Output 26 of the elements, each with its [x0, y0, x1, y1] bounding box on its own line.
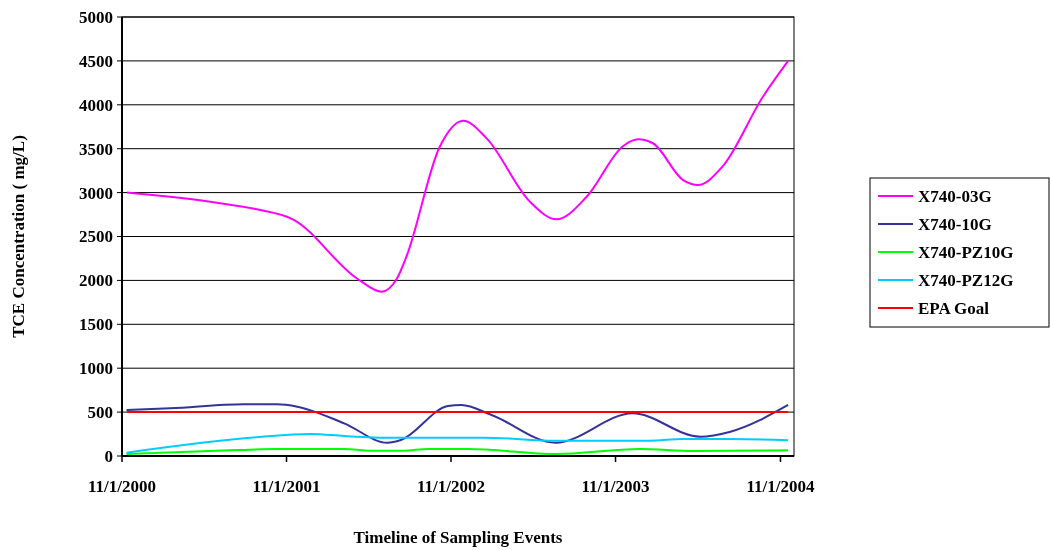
y-axis-title: TCE Concentration ( mg/L)	[9, 135, 28, 338]
x-tick-label: 11/1/2003	[581, 477, 650, 496]
y-tick-label: 3500	[79, 139, 113, 159]
y-tick-label: 5000	[79, 7, 113, 27]
y-tick-label: 4000	[79, 95, 113, 115]
x-tick-label: 11/1/2002	[417, 477, 486, 496]
x-tick-label: 11/1/2004	[746, 477, 815, 496]
y-tick-label: 4500	[79, 51, 113, 71]
line-series	[125, 403, 790, 444]
line-series	[125, 432, 790, 454]
legend-label: EPA Goal	[918, 298, 990, 318]
x-axis-title: Timeline of Sampling Events	[353, 528, 563, 547]
y-tick-label: 2500	[79, 227, 113, 247]
legend-label: X740-03G	[918, 186, 992, 206]
line-series	[125, 59, 790, 293]
y-tick-label: 3000	[79, 183, 113, 203]
y-tick-label: 1500	[79, 315, 113, 335]
y-tick-label: 500	[87, 403, 113, 423]
legend-label: X740-10G	[918, 214, 992, 234]
x-tick-label: 11/1/2000	[87, 477, 157, 496]
legend-label: X740-PZ12G	[918, 270, 1014, 290]
y-tick-label: 2000	[79, 271, 113, 291]
y-tick-label: 1000	[79, 359, 113, 379]
y-tick-label: 0	[104, 446, 113, 466]
legend-label: X740-PZ10G	[918, 242, 1014, 262]
x-tick-label: 11/1/2001	[252, 477, 321, 496]
